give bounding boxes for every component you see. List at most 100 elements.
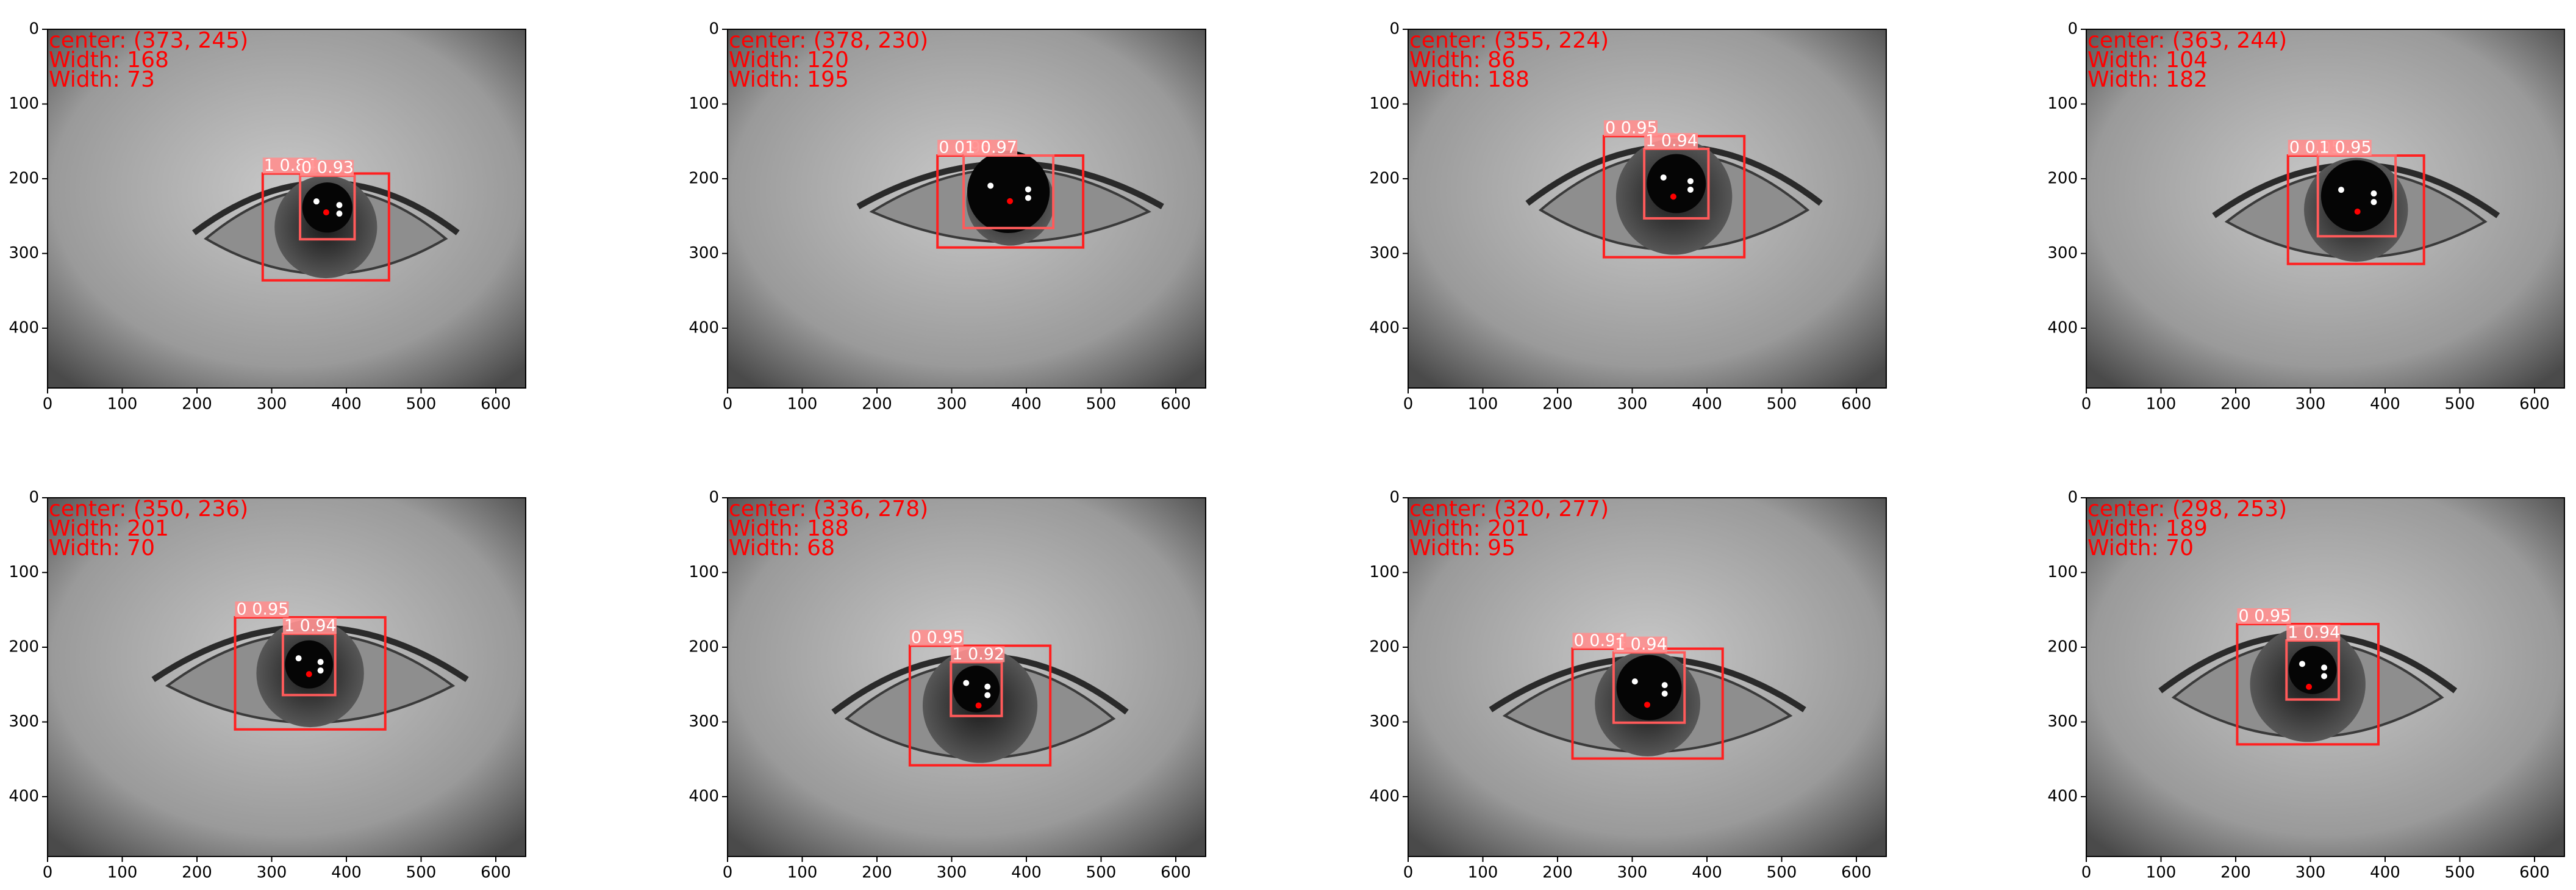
- center-text: center: (298, 253): [2088, 497, 2287, 522]
- glint: [987, 182, 994, 189]
- box-label: 1 0.94: [1615, 635, 1667, 654]
- y-tick-label: 300: [2047, 244, 2078, 262]
- y-tick-label: 100: [9, 95, 39, 113]
- axes-frame: [2086, 497, 2565, 857]
- center-text: center: (350, 236): [49, 497, 248, 522]
- center-text: center: (320, 277): [1409, 497, 1609, 522]
- pupil: [285, 640, 334, 689]
- y-tick-label: 300: [1369, 712, 1400, 731]
- y-tick-label: 200: [9, 170, 39, 188]
- width-text: Width: 188: [1409, 67, 1530, 92]
- x-tick-label: 200: [2220, 395, 2251, 414]
- y-tick-label: 300: [689, 712, 719, 731]
- width-text: Width: 201: [1409, 516, 1530, 541]
- pupil: [967, 150, 1050, 234]
- x-tick-label: 0: [1403, 864, 1414, 882]
- y-tick-label: 100: [1369, 563, 1400, 581]
- x-tick-label: 400: [1692, 395, 1722, 414]
- box-label: 0 0.95: [2238, 607, 2291, 626]
- x-tick-label: 100: [1468, 864, 1498, 882]
- pupil: [1647, 154, 1706, 214]
- center-point: [306, 671, 312, 678]
- y-tick-label: 0: [2067, 20, 2078, 38]
- center-point: [1670, 193, 1676, 200]
- width-text: Width: 120: [729, 48, 849, 73]
- glint: [1631, 678, 1638, 685]
- glint: [317, 659, 324, 666]
- glint: [1660, 174, 1667, 181]
- x-tick-label: 0: [723, 864, 733, 882]
- x-tick-label: 300: [2295, 864, 2326, 882]
- width-text: Width: 104: [2088, 48, 2208, 73]
- center-point: [1644, 702, 1650, 708]
- box-label: 0 0.95: [236, 600, 288, 619]
- panel: 0 0.951 0.94 center: (350, 236)Width: 201…: [9, 489, 526, 882]
- x-tick-label: 500: [2445, 395, 2475, 414]
- x-tick-label: 600: [1841, 864, 1872, 882]
- center-text: center: (336, 278): [729, 497, 928, 522]
- glint: [295, 655, 302, 662]
- x-tick-label: 600: [2519, 864, 2550, 882]
- x-tick-label: 100: [1468, 395, 1498, 414]
- y-tick-label: 100: [9, 563, 39, 581]
- width-text: Width: 189: [2088, 516, 2208, 541]
- pupil: [953, 666, 1000, 712]
- width-text: Width: 201: [49, 516, 169, 541]
- x-tick-label: 500: [406, 395, 437, 414]
- y-tick-label: 300: [689, 244, 719, 262]
- axes-frame: [727, 497, 1206, 857]
- glint: [2321, 673, 2328, 680]
- box-label-bg: [282, 617, 337, 634]
- box-label-bg: [1613, 636, 1667, 653]
- width-text: Width: 95: [1409, 536, 1515, 561]
- y-tick-label: 0: [29, 489, 39, 507]
- x-tick-label: 500: [1086, 395, 1117, 414]
- y-tick-label: 0: [709, 489, 719, 507]
- box-label: 1 0.94: [1645, 132, 1698, 151]
- x-tick-label: 300: [1617, 395, 1648, 414]
- width-text: Width: 68: [729, 536, 835, 561]
- y-tick-label: 400: [1369, 788, 1400, 806]
- glint: [1025, 195, 1031, 201]
- x-tick-label: 400: [2370, 395, 2400, 414]
- box-label-bg: [951, 646, 1005, 662]
- box-label-bg: [964, 140, 1018, 156]
- box-label-bg: [2286, 624, 2341, 641]
- eye-image: [48, 29, 526, 388]
- x-tick-label: 300: [937, 395, 967, 414]
- pupil: [2320, 160, 2393, 232]
- width-text: Width: 70: [49, 536, 155, 561]
- y-tick-label: 400: [1369, 319, 1400, 337]
- x-tick-label: 500: [406, 864, 437, 882]
- box-label-bg: [235, 601, 289, 617]
- pupil: [302, 182, 352, 233]
- x-tick-label: 0: [43, 864, 53, 882]
- y-tick-label: 300: [9, 712, 39, 731]
- glint: [2299, 661, 2306, 667]
- glint: [984, 683, 991, 690]
- y-tick-label: 0: [2067, 489, 2078, 507]
- box-label: 1 0.95: [2319, 138, 2372, 157]
- x-tick-label: 600: [1841, 395, 1872, 414]
- center-point: [2306, 683, 2313, 690]
- eye-image: [728, 29, 1206, 388]
- center-point: [1007, 198, 1014, 204]
- x-tick-label: 600: [481, 864, 511, 882]
- glint: [1687, 186, 1694, 193]
- y-tick-label: 100: [2047, 563, 2078, 581]
- x-tick-label: 600: [1161, 395, 1191, 414]
- eye-image: [1408, 29, 1886, 388]
- x-tick-label: 300: [2295, 395, 2326, 414]
- y-tick-label: 400: [689, 319, 719, 337]
- x-tick-label: 400: [1011, 864, 1042, 882]
- detection-box: [234, 616, 387, 731]
- glint: [984, 692, 991, 698]
- x-tick-label: 400: [331, 864, 362, 882]
- x-tick-label: 200: [862, 864, 892, 882]
- y-tick-label: 0: [1389, 20, 1400, 38]
- x-tick-label: 600: [481, 395, 511, 414]
- box-label-bg: [2317, 140, 2372, 156]
- box-label: 1 0.94: [284, 616, 337, 635]
